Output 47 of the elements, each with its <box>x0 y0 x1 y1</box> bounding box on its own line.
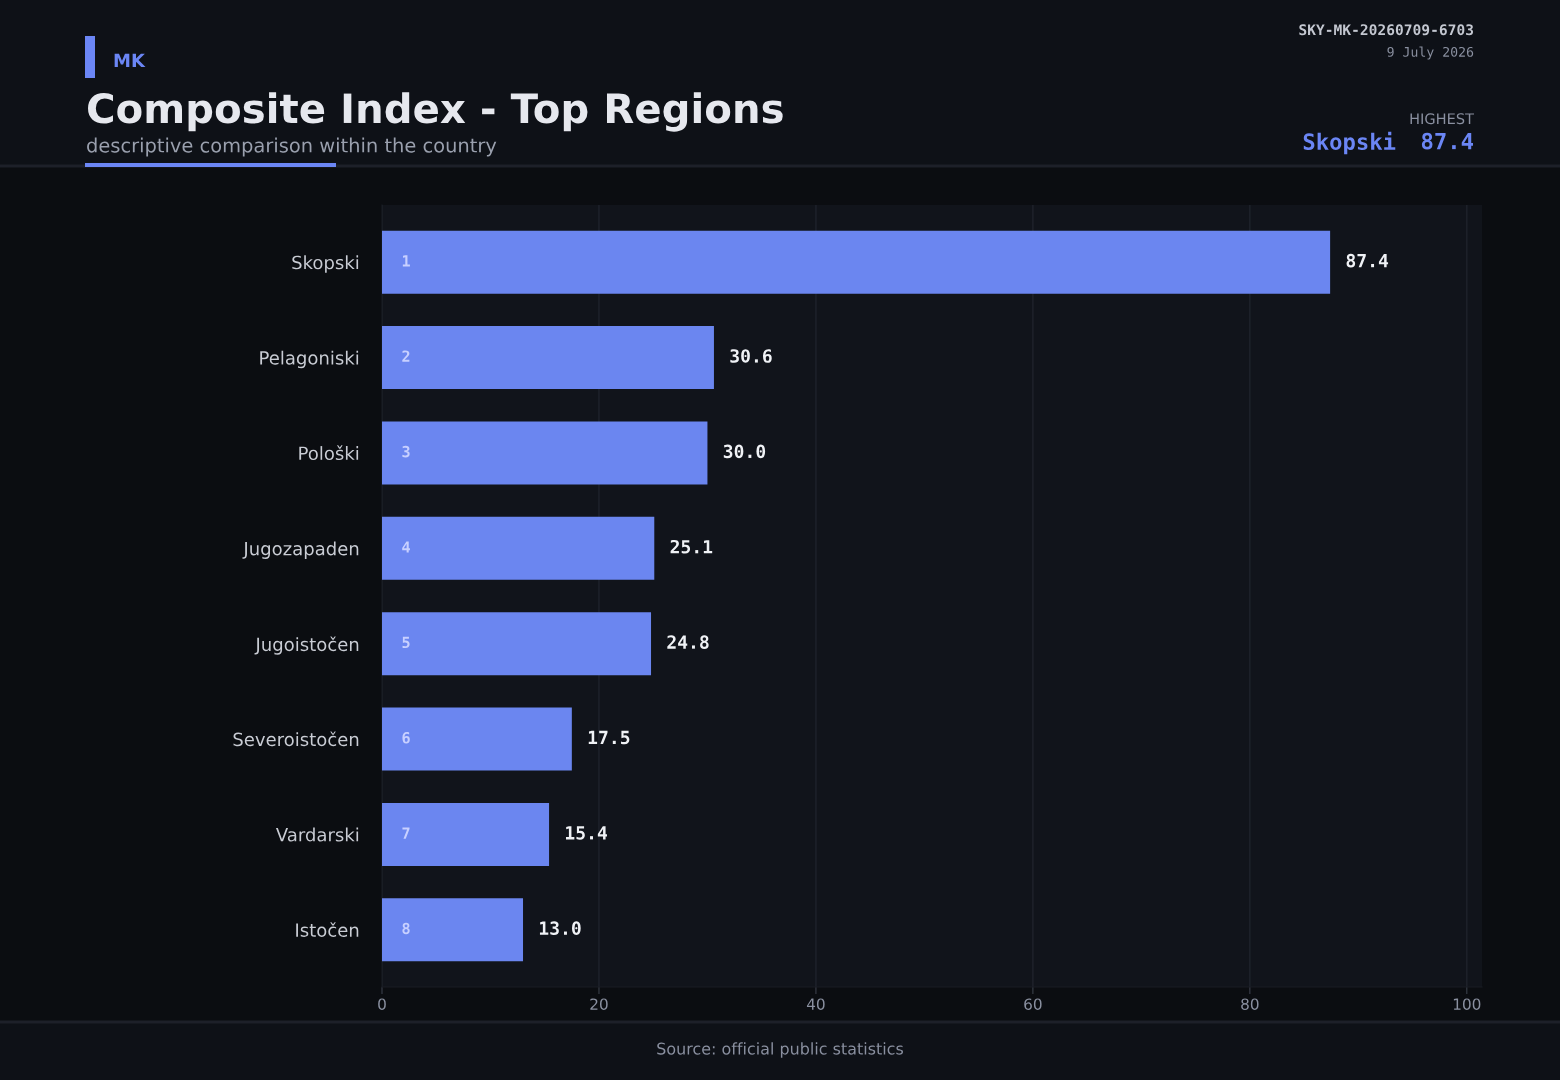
bar <box>382 230 1331 294</box>
x-tick-label: 20 <box>590 998 608 1010</box>
text: HIGHEST <box>1410 113 1475 125</box>
text: 87.4 <box>1421 132 1473 150</box>
text: MK <box>114 53 146 67</box>
bar <box>382 516 655 580</box>
chart-title: Composite Index - Top Regions <box>88 92 783 132</box>
text: 9 July 2026 <box>1387 46 1474 60</box>
data-label: 87.4 <box>1346 253 1389 268</box>
bar <box>382 802 550 866</box>
x-tick-label: 100 <box>1453 998 1481 1010</box>
annotation: 1 <box>402 255 410 267</box>
bar <box>382 612 652 676</box>
data-label: 24.8 <box>667 635 709 649</box>
annotation: 3 <box>402 445 410 458</box>
y-tick-label: Severoistočen <box>233 731 359 747</box>
bar <box>382 421 708 485</box>
data-label: 15.4 <box>566 826 608 840</box>
y-tick-label: Vardarski <box>275 827 359 842</box>
x-tick-label: 60 <box>1024 998 1042 1010</box>
x-tick-label: 0 <box>378 998 386 1010</box>
annotation: 7 <box>402 827 410 839</box>
y-tick-label: Istočen <box>296 922 359 937</box>
bar <box>382 326 714 390</box>
text: Skopski <box>1303 131 1396 155</box>
chart-subtitle: descriptive comparison within the country <box>87 137 497 157</box>
y-tick-label: Pelagoniski <box>260 350 359 369</box>
bar <box>382 898 524 962</box>
annotation: 2 <box>402 350 410 362</box>
y-tick-label: Skopski <box>292 255 359 273</box>
bar <box>382 707 572 771</box>
x-tick-label: 80 <box>1241 998 1259 1010</box>
data-label: 17.5 <box>588 730 630 745</box>
x-tick-label: 40 <box>806 998 825 1010</box>
annotation: 5 <box>402 636 410 649</box>
data-label: 25.1 <box>670 539 713 554</box>
y-tick-label: Jugoistočen <box>254 636 359 655</box>
source-note: Source: official public statistics <box>657 1042 904 1058</box>
annotation: 6 <box>402 731 410 744</box>
annotation: 8 <box>402 922 410 935</box>
y-tick-label: Jugozapaden <box>242 541 359 559</box>
data-label: 30.6 <box>730 349 772 363</box>
text: SKY-MK-20260709-6703 <box>1299 24 1474 36</box>
data-label: 30.0 <box>723 444 766 459</box>
annotation: 4 <box>402 541 410 553</box>
y-tick-label: Pološki <box>299 445 359 461</box>
data-label: 13.0 <box>539 921 581 936</box>
